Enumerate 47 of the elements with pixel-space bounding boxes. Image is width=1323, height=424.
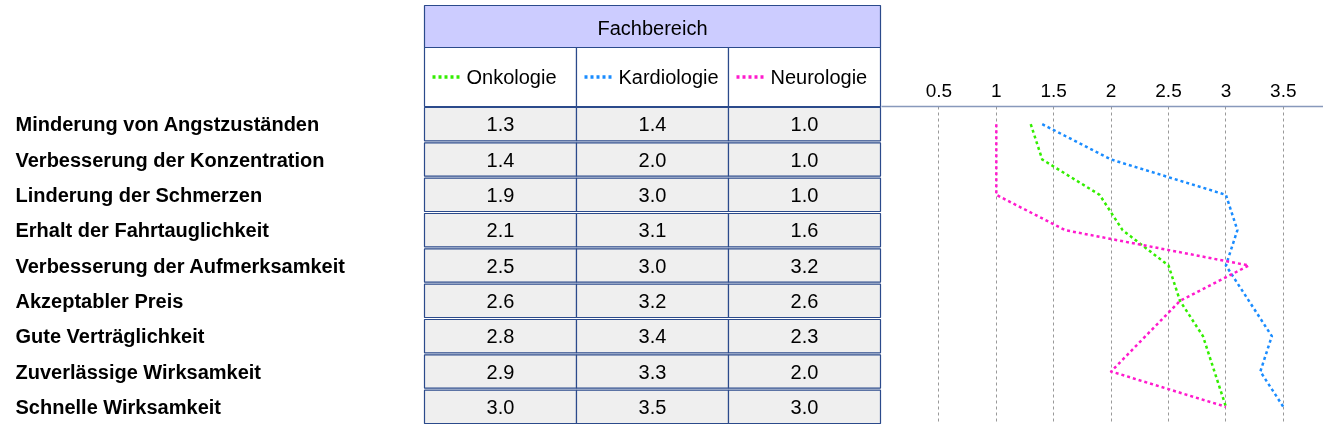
data-label: 2.5 — [486, 254, 515, 277]
data-label: 1.0 — [790, 113, 819, 136]
data-label: 3.1 — [638, 219, 667, 242]
data-label: 3.2 — [638, 289, 667, 312]
data-label: 1.3 — [486, 113, 515, 136]
y-tick-label: Schnelle Wirksamkeit — [15, 395, 222, 418]
y-tick-label: Linderung der Schmerzen — [15, 183, 263, 206]
data-label: 2.1 — [486, 219, 515, 242]
y-tick-label: Verbesserung der Aufmerksamkeit — [15, 254, 346, 277]
data-label: 2.0 — [638, 148, 667, 171]
y-tick-label: Minderung von Angstzuständen — [15, 113, 320, 136]
data-label: 3.0 — [638, 183, 667, 206]
data-label: 3.4 — [638, 325, 667, 348]
y-tick-label: Verbesserung der Konzentration — [15, 148, 325, 171]
y-tick-label: Gute Verträglichkeit — [15, 325, 205, 348]
data-label: 2.0 — [790, 360, 819, 383]
x2-tick-label: 3 — [1220, 79, 1232, 101]
data-label: 3.5 — [638, 395, 667, 418]
data-label: 3.0 — [638, 254, 667, 277]
data-label: 2.3 — [790, 325, 819, 348]
legend-label: Kardiologie — [618, 66, 719, 88]
legend-label: Neurologie — [770, 66, 868, 88]
data-label: 1.4 — [486, 148, 515, 171]
x2-tick-label: 2 — [1105, 79, 1117, 101]
x2-tick-label: 3.5 — [1270, 79, 1297, 101]
data-label: 2.9 — [486, 360, 515, 383]
data-label: 2.6 — [790, 289, 819, 312]
legend-title: Fachbereich — [597, 16, 708, 39]
y-tick-label: Akzeptabler Preis — [15, 289, 184, 312]
x2-tick-label: 2.5 — [1155, 79, 1182, 101]
x2-tick-label: 1.5 — [1040, 79, 1067, 101]
data-label: 1.0 — [790, 148, 819, 171]
x2-tick-label: 1 — [991, 79, 1002, 101]
data-label: 3.2 — [790, 254, 819, 277]
data-label: 3.3 — [638, 360, 667, 383]
data-label: 2.6 — [486, 289, 515, 312]
data-label: 2.8 — [486, 325, 515, 348]
data-label: 3.0 — [486, 395, 515, 418]
data-label: 3.0 — [790, 395, 819, 418]
data-label: 1.4 — [638, 113, 667, 136]
y-tick-label: Erhalt der Fahrtauglichkeit — [15, 219, 270, 242]
y-tick-label: Zuverlässige Wirksamkeit — [15, 360, 262, 383]
data-label: 1.0 — [790, 183, 819, 206]
data-label: 1.6 — [790, 219, 819, 242]
data-label: 1.9 — [486, 183, 515, 206]
x2-tick-label: 0.5 — [925, 79, 953, 101]
legend-label: Onkologie — [466, 66, 557, 88]
